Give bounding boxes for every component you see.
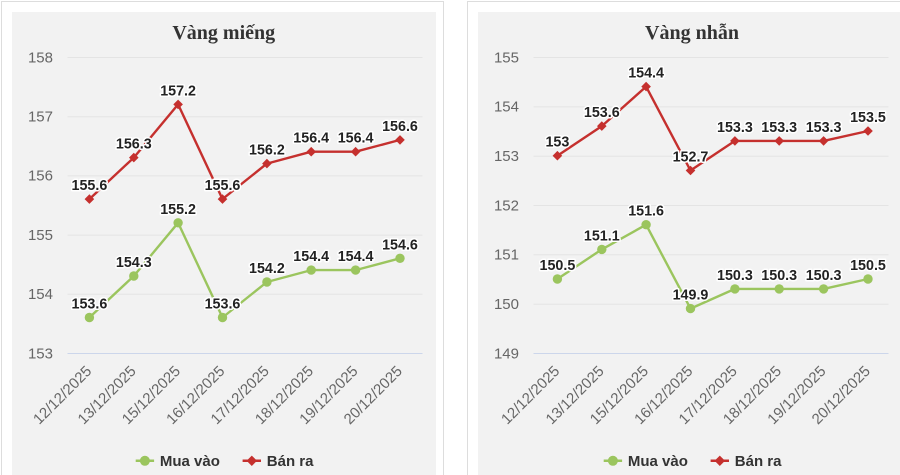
svg-text:154: 154: [28, 286, 53, 303]
svg-text:153.5: 153.5: [850, 110, 886, 126]
svg-text:149: 149: [494, 345, 519, 362]
svg-text:153.3: 153.3: [761, 120, 797, 136]
svg-text:155.2: 155.2: [160, 202, 196, 218]
svg-text:152.7: 152.7: [673, 150, 709, 166]
svg-text:157: 157: [28, 109, 53, 126]
svg-text:Bán ra: Bán ra: [267, 453, 314, 470]
svg-text:154.4: 154.4: [338, 249, 374, 265]
svg-text:154.4: 154.4: [293, 249, 329, 265]
svg-text:155: 155: [494, 49, 519, 66]
svg-text:155.6: 155.6: [72, 178, 108, 194]
svg-text:151: 151: [494, 247, 519, 264]
svg-text:153: 153: [494, 148, 519, 165]
svg-text:153.3: 153.3: [717, 120, 753, 136]
svg-text:154.4: 154.4: [628, 66, 664, 82]
svg-text:150.5: 150.5: [540, 258, 576, 274]
svg-text:154.6: 154.6: [382, 237, 418, 253]
svg-text:154.2: 154.2: [249, 261, 285, 277]
svg-text:154.3: 154.3: [116, 255, 152, 271]
svg-text:155.6: 155.6: [205, 178, 241, 194]
svg-text:156.4: 156.4: [293, 131, 329, 147]
svg-text:156.2: 156.2: [249, 143, 285, 159]
svg-text:151.6: 151.6: [628, 204, 664, 220]
svg-text:157.2: 157.2: [160, 83, 196, 99]
svg-text:155: 155: [28, 227, 53, 244]
svg-text:156.3: 156.3: [116, 137, 152, 153]
svg-text:150.3: 150.3: [806, 268, 842, 284]
svg-text:156.4: 156.4: [338, 131, 374, 147]
svg-text:156.6: 156.6: [382, 119, 418, 135]
svg-text:152: 152: [494, 197, 519, 214]
svg-text:150.3: 150.3: [761, 268, 797, 284]
svg-text:153.3: 153.3: [806, 120, 842, 136]
svg-text:153.6: 153.6: [584, 105, 620, 121]
svg-text:153: 153: [545, 135, 569, 151]
svg-text:149.9: 149.9: [673, 288, 709, 304]
svg-text:150.3: 150.3: [717, 268, 753, 284]
svg-text:153.6: 153.6: [205, 297, 241, 313]
svg-text:150: 150: [494, 296, 519, 313]
svg-text:154: 154: [494, 99, 519, 116]
svg-text:156: 156: [28, 168, 53, 185]
svg-text:151.1: 151.1: [584, 228, 620, 244]
svg-text:153: 153: [28, 345, 53, 362]
svg-text:Bán ra: Bán ra: [735, 453, 782, 470]
svg-text:150.5: 150.5: [850, 258, 886, 274]
svg-text:153.6: 153.6: [72, 297, 108, 313]
svg-text:158: 158: [28, 49, 53, 66]
svg-text:Vàng nhẫn: Vàng nhẫn: [645, 22, 739, 44]
svg-text:Vàng miếng: Vàng miếng: [172, 22, 275, 44]
svg-text:Mua vào: Mua vào: [628, 453, 688, 470]
svg-text:Mua vào: Mua vào: [160, 453, 220, 470]
